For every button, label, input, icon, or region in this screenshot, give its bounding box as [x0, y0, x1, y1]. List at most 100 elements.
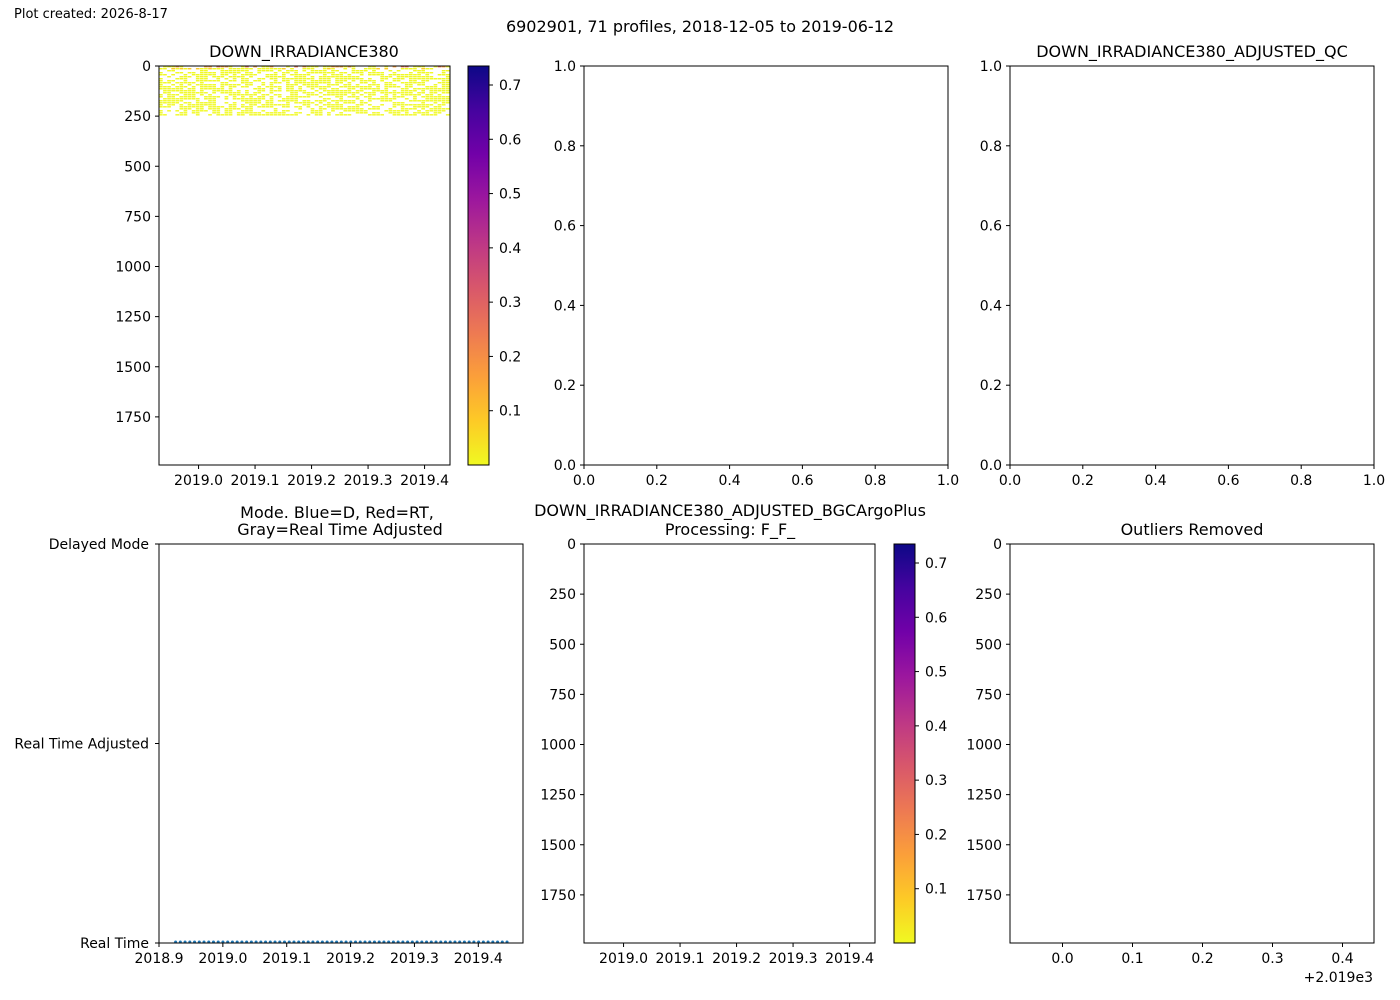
heatmap-cell	[351, 92, 356, 94]
heatmap-cell	[372, 114, 376, 116]
heatmap-cell	[441, 96, 446, 98]
heatmap-cell	[322, 66, 327, 68]
heatmap-cell	[413, 112, 417, 114]
heatmap-cell	[199, 102, 204, 104]
heatmap-cell	[236, 70, 241, 72]
heatmap-cell	[167, 66, 171, 68]
heatmap-cell	[294, 100, 298, 102]
heatmap-cell	[322, 68, 327, 70]
heatmap-cell	[281, 114, 286, 116]
heatmap-cell	[269, 74, 274, 76]
heatmap-cell	[392, 86, 397, 88]
heatmap-cell	[343, 92, 348, 94]
heatmap-cell	[413, 68, 417, 70]
heatmap-cell	[413, 94, 417, 96]
heatmap-cell	[281, 100, 286, 102]
p6-xtick-label: 0.3	[1261, 951, 1283, 967]
colorbar-tick-label: 0.1	[925, 882, 947, 898]
heatmap-cell	[306, 86, 311, 88]
heatmap-cell	[347, 100, 352, 102]
heatmap-cell	[355, 106, 360, 108]
heatmap-cell	[249, 112, 253, 114]
heatmap-cell	[372, 84, 376, 86]
heatmap-cell	[212, 112, 216, 114]
heatmap-cell	[228, 70, 233, 72]
heatmap-cell	[392, 112, 397, 114]
heatmap-cell	[425, 78, 430, 80]
heatmap-cell	[441, 88, 446, 90]
heatmap-cell	[290, 90, 294, 92]
heatmap-cell	[253, 94, 257, 96]
heatmap-cell	[265, 112, 270, 114]
heatmap-cell	[273, 90, 278, 92]
heatmap-cell	[179, 92, 184, 94]
heatmap-cell	[384, 86, 389, 88]
heatmap-cell	[159, 74, 163, 76]
heatmap-cell	[372, 72, 376, 74]
heatmap-cell	[343, 76, 348, 78]
heatmap-cell	[183, 102, 188, 104]
heatmap-cell	[343, 102, 348, 104]
heatmap-cell	[445, 90, 450, 92]
heatmap-cell	[257, 78, 262, 80]
heatmap-cell	[359, 102, 364, 104]
heatmap-cell	[331, 106, 335, 108]
heatmap-cell	[163, 102, 167, 104]
heatmap-cell	[253, 80, 257, 82]
heatmap-cell	[392, 90, 397, 92]
heatmap-cell	[249, 100, 253, 102]
heatmap-cell	[224, 96, 229, 98]
heatmap-cell	[368, 94, 372, 96]
heatmap-cell	[208, 100, 212, 102]
heatmap-cell	[343, 86, 348, 88]
heatmap-cell	[429, 76, 434, 78]
axes-frame	[1009, 543, 1375, 944]
heatmap-cell	[240, 94, 245, 96]
heatmap-cell	[220, 84, 225, 86]
heatmap-cell	[167, 82, 171, 84]
heatmap-cell	[273, 108, 278, 110]
heatmap-cell	[331, 70, 335, 72]
p2-ytick-label: 1.0	[554, 59, 576, 75]
heatmap-cell	[339, 82, 344, 84]
heatmap-cell	[343, 84, 348, 86]
heatmap-cell	[376, 72, 380, 74]
heatmap-cell	[413, 66, 417, 68]
heatmap-cell	[220, 90, 225, 92]
heatmap-cell	[212, 100, 216, 102]
heatmap-cell	[245, 66, 249, 68]
axes-frame	[583, 65, 949, 466]
panel-title-line-1: DOWN_IRRADIANCE380_ADJUSTED_BGCArgoPlus	[534, 501, 926, 521]
heatmap-cell	[212, 86, 216, 88]
heatmap-cell	[417, 100, 421, 102]
heatmap-cell	[322, 86, 327, 88]
heatmap-cell	[339, 94, 344, 96]
heatmap-cell	[376, 114, 380, 116]
heatmap-cell	[400, 90, 405, 92]
heatmap-cell	[351, 80, 356, 82]
heatmap-cell	[363, 68, 368, 70]
heatmap-cell	[245, 100, 249, 102]
heatmap-cell	[363, 88, 368, 90]
heatmap-cell	[265, 68, 270, 70]
heatmap-cell	[245, 80, 249, 82]
heatmap-cell	[232, 108, 237, 110]
heatmap-cell	[199, 84, 204, 86]
heatmap-cell	[335, 96, 339, 98]
heatmap-cell	[208, 80, 212, 82]
heatmap-cell	[159, 94, 163, 96]
heatmap-cell	[249, 82, 253, 84]
heatmap-cell	[171, 104, 175, 106]
heatmap-cell	[208, 106, 212, 108]
heatmap-cell	[163, 66, 167, 68]
heatmap-cell	[273, 72, 278, 74]
heatmap-cell	[240, 68, 245, 70]
heatmap-cell	[183, 74, 188, 76]
heatmap-cell	[216, 76, 221, 78]
colorbar-tick-label: 0.2	[925, 827, 947, 843]
heatmap-cell	[281, 112, 286, 114]
heatmap-cell	[183, 106, 188, 108]
colorbar-ticks: 0.1 0.2 0.3 0.4 0.5 0.6 0.7	[489, 78, 521, 420]
heatmap-cell	[240, 78, 245, 80]
heatmap-cell	[314, 104, 319, 106]
